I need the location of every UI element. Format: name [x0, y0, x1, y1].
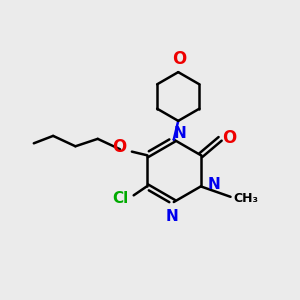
Text: O: O — [223, 129, 237, 147]
Text: N: N — [166, 208, 179, 224]
Text: N: N — [173, 126, 186, 141]
Text: CH₃: CH₃ — [233, 191, 258, 205]
Text: N: N — [207, 177, 220, 192]
Text: O: O — [172, 50, 187, 68]
Text: O: O — [112, 139, 127, 157]
Text: Cl: Cl — [112, 191, 128, 206]
